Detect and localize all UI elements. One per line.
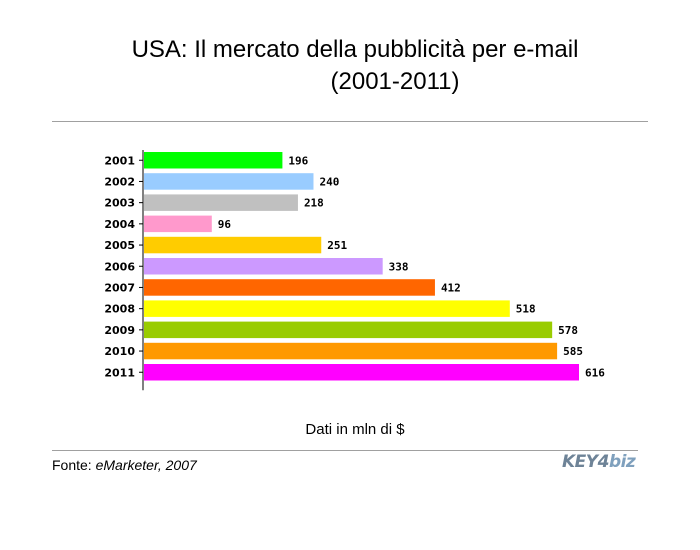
data-label: 585 [563, 345, 583, 358]
data-label: 240 [319, 175, 339, 188]
bar [144, 300, 510, 317]
category-label: 2005 [104, 239, 135, 252]
source-prefix: Fonte: [52, 457, 96, 473]
source-name: eMarketer, 2007 [95, 457, 197, 473]
bar [144, 152, 283, 169]
category-label: 2001 [104, 154, 135, 167]
category-label: 2008 [104, 303, 135, 316]
data-label: 578 [558, 324, 578, 337]
category-label: 2010 [104, 345, 135, 358]
data-label: 196 [288, 154, 308, 167]
bar [144, 258, 383, 275]
category-label: 2007 [104, 281, 135, 294]
data-label: 251 [327, 239, 347, 252]
key4biz-logo: KEY4biz [562, 452, 636, 472]
data-label: 518 [516, 303, 536, 316]
bar [144, 364, 579, 381]
bar [144, 321, 553, 339]
bar [144, 173, 314, 190]
bar [144, 279, 435, 296]
data-label: 412 [441, 281, 461, 294]
chart-title-line-2: (2001-2011) [330, 68, 460, 95]
category-label: 2002 [104, 175, 135, 188]
data-label: 616 [585, 366, 605, 379]
chart-title-line-1: USA: Il mercato della pubblicità per e-m… [131, 36, 579, 63]
unit-label: Dati in mln di $ [305, 421, 405, 438]
bar [144, 236, 322, 254]
data-label: 338 [389, 260, 409, 273]
bar [144, 215, 212, 233]
bar [144, 194, 298, 211]
source-note: Fonte: eMarketer, 2007 [52, 457, 197, 473]
category-label: 2009 [104, 324, 135, 337]
bars-layer: 2001 196 2002 240 2003 218 2004 96 2005 251 2006 33… [104, 150, 605, 391]
category-label: 2003 [104, 197, 135, 210]
bottom-divider [52, 450, 638, 451]
category-label: 2011 [104, 366, 135, 379]
bar [144, 342, 558, 360]
category-label: 2006 [104, 260, 135, 273]
top-divider [52, 121, 648, 122]
data-label: 218 [304, 197, 324, 210]
data-label: 96 [218, 218, 232, 231]
category-label: 2004 [104, 218, 135, 231]
